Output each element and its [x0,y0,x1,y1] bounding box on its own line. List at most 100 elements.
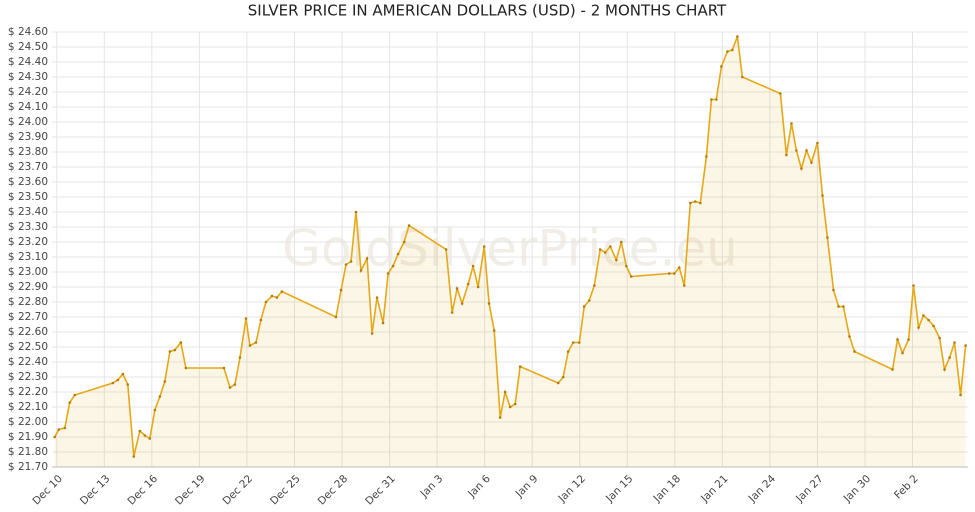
point [111,381,115,385]
point [381,321,385,325]
point [259,318,263,322]
point [492,329,496,332]
point [349,260,353,263]
y-tick-label: $ 24.60 [8,26,48,38]
y-tick-label: $ 21.80 [8,446,48,458]
x-tick-label: Jan 6 [465,473,493,501]
point [138,429,142,433]
y-tick-label: $ 22.50 [8,341,48,353]
point [907,338,910,341]
y-tick-label: $ 23.30 [8,221,48,233]
point [513,402,517,406]
point [699,201,702,205]
point [498,416,502,419]
y-tick-label: $ 23.00 [8,266,48,278]
point [615,258,618,262]
line [53,36,967,457]
point [689,201,692,205]
y-tick-label: $ 21.90 [8,431,48,443]
point [375,296,379,299]
point [720,65,723,68]
point [450,311,454,314]
point [953,341,956,344]
point [254,341,258,344]
x-tick-label: Jan 27 [793,473,825,505]
point [334,315,338,319]
point [158,395,162,398]
y-tick-label: $ 23.10 [8,251,48,263]
point [238,356,242,359]
point [163,380,167,383]
point [466,282,470,286]
point [244,317,248,320]
point [609,245,612,248]
point [625,264,628,268]
x-tick-label: Dec 25 [268,473,303,508]
point [571,341,575,344]
point [832,288,835,292]
point [619,240,623,244]
x-tick-label: Jan 24 [746,473,779,506]
point [736,35,739,38]
y-tick-label: $ 23.90 [8,131,48,143]
x-tick-label: Jan 12 [556,473,588,505]
point [503,390,507,394]
point [561,375,565,379]
point [927,318,930,322]
y-tick-label: $ 22.90 [8,281,48,293]
point [143,434,147,437]
point [948,356,951,359]
point [116,378,120,382]
y-tick-label: $ 22.40 [8,356,48,368]
point [280,290,284,293]
point [731,48,734,52]
point [396,252,400,256]
y-tick-label: $ 24.10 [8,101,48,113]
point [476,285,480,289]
point [805,149,808,152]
area [54,36,966,467]
point [582,305,586,308]
point [68,401,72,404]
point [598,248,602,251]
chart-title: SILVER PRICE IN AMERICAN DOLLARS (USD) -… [248,2,727,20]
point [365,257,369,260]
x-tick-label: Jan 3 [418,473,446,501]
point [173,348,177,352]
point [354,210,358,214]
point [264,300,268,304]
point [593,284,596,287]
point [566,350,570,353]
point [444,248,448,251]
y-tick-label: $ 22.00 [8,416,48,428]
point [222,366,226,370]
y-tick-label: $ 24.00 [8,116,48,128]
point [800,167,803,170]
x-tick-label: Dec 13 [78,473,113,508]
point [53,435,56,439]
point [943,368,946,371]
y-tick-label: $ 24.20 [8,86,48,98]
y-tick-label: $ 22.70 [8,311,48,323]
point [391,264,395,268]
x-tick-label: Jan 9 [513,473,541,501]
point [938,336,941,340]
point [673,272,676,275]
x-tick-label: Jan 30 [841,473,873,505]
point [726,50,729,53]
point [901,351,904,355]
y-tick-label: $ 24.30 [8,71,48,83]
point [168,350,172,353]
x-tick-label: Dec 10 [30,473,65,508]
y-tick-label: $ 22.10 [8,401,48,413]
y-tick-label: $ 23.60 [8,176,48,188]
point [344,263,348,266]
point [148,437,152,440]
y-tick-label: $ 24.50 [8,41,48,53]
point [810,161,813,164]
point [63,426,67,430]
point [132,455,136,458]
point [790,122,793,125]
